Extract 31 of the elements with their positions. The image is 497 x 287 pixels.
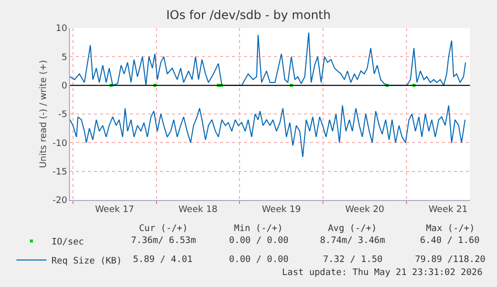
y-tick-label: 10 <box>56 24 68 34</box>
y-tick-label: -10 <box>52 138 68 149</box>
text: 0.00 / 0.00 <box>229 236 289 246</box>
x-tick-label: Week 19 <box>262 204 302 215</box>
y-tick-label: 5 <box>61 52 68 63</box>
x-tick-label: Week 18 <box>178 204 218 215</box>
line-series <box>70 104 466 158</box>
line-series <box>70 32 466 86</box>
legend-label: IO/sec <box>51 238 84 248</box>
text: Avg (-/+) <box>328 224 377 234</box>
text: 6.40 / 1.60 <box>420 236 480 246</box>
x-tick-label: Week 20 <box>345 204 385 215</box>
legend-label: Req Size (KB) <box>51 256 122 267</box>
text: Max (-/+) <box>426 224 475 234</box>
text: 8.74m/ 3.46m <box>320 236 386 246</box>
text: 7.36m/ 6.53m <box>131 236 196 246</box>
y-tick-label: 0 <box>61 81 68 92</box>
text: 5.89 / 4.01 <box>133 255 193 265</box>
y-axis-title: Units read (-) / write (+) <box>38 60 49 168</box>
text: 79.89 /118.20 <box>415 255 486 265</box>
text: 0.00 / 0.00 <box>229 255 289 265</box>
text: Cur (-/+) <box>139 224 188 234</box>
text: Min (-/+) <box>234 224 283 234</box>
y-tick-label: -15 <box>52 167 68 178</box>
text: Last update: Thu May 21 23:31:02 2026 <box>282 268 482 278</box>
text: 7.32 / 1.50 <box>323 255 383 265</box>
y-tick-label: -20 <box>52 196 68 206</box>
chart-title: IOs for /dev/sdb - by month <box>166 8 331 22</box>
x-tick-label: Week 17 <box>95 204 134 215</box>
y-tick-label: -5 <box>58 110 68 120</box>
x-tick-label: Week 21 <box>428 204 468 215</box>
